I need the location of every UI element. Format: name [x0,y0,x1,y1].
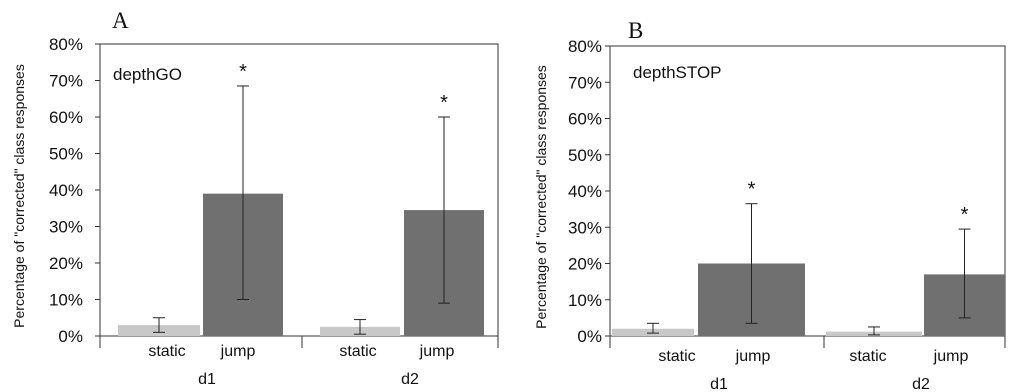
x-category-label: jump [735,348,771,365]
x-group-label: d2 [912,376,930,392]
significance-marker: * [440,92,448,114]
x-category-label: jump [419,343,455,360]
x-group-label: d2 [401,371,419,388]
y-tick-label: 30% [568,218,602,237]
chart-title: depthSTOP [633,63,722,82]
y-tick-label: 20% [568,255,602,274]
x-category-label: static [148,343,185,360]
y-tick-label: 60% [49,108,83,127]
x-category-label: static [849,348,886,365]
y-tick-label: 40% [49,181,83,200]
y-tick-label: 60% [568,110,602,129]
y-tick-label: 0% [58,327,83,346]
y-tick-label: 50% [568,146,602,165]
y-tick-label: 10% [49,291,83,310]
y-tick-label: 80% [568,37,602,56]
y-tick-label: 70% [49,72,83,91]
y-axis-label: Percentage of "corrected" class response… [11,64,27,328]
x-category-label: static [658,348,695,365]
y-tick-label: 40% [568,182,602,201]
x-group-label: d1 [710,376,728,392]
significance-marker: * [239,61,247,83]
y-tick-label: 0% [577,327,602,346]
panel-letter: B [628,18,643,43]
x-category-label: jump [220,343,256,360]
y-tick-label: 50% [49,145,83,164]
x-category-label: jump [933,348,969,365]
y-tick-label: 70% [568,73,602,92]
x-category-label: static [339,343,376,360]
y-tick-label: 10% [568,291,602,310]
chart-panel-a: 0% 10% 20% 30% 40% 50% 60% 70% 80% * * static jump st… [11,8,499,388]
x-group-label: d1 [198,371,216,388]
chart-panel-b: 0% 10% 20% 30% 40% 50% 60% 70% 80% * * static jump st… [533,18,1006,392]
chart-title: depthGO [113,65,182,84]
y-tick-label: 30% [49,218,83,237]
y-tick-label: 80% [49,35,83,54]
y-axis-label: Percentage of "corrected" class response… [533,65,549,329]
significance-marker: * [748,179,756,201]
significance-marker: * [961,204,969,226]
y-tick-label: 20% [49,254,83,273]
panel-letter: A [112,8,129,33]
